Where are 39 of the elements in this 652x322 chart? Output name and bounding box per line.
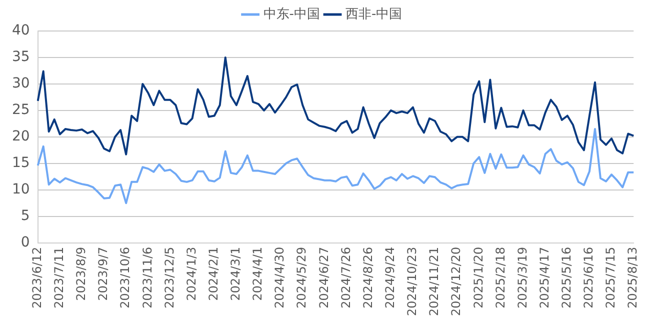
x-tick-label: 2024/8/26 [360, 246, 375, 308]
x-tick-label: 2024/7/26 [338, 246, 353, 308]
x-tick-label: 2024/4/30 [272, 246, 287, 308]
x-tick-label: 2024/10/23 [405, 246, 420, 316]
y-tick-label: 0 [20, 234, 30, 250]
x-tick-label: 2024/12/20 [449, 246, 464, 316]
x-tick-label: 2025/6/16 [582, 246, 596, 308]
legend-label: 西非-中国 [346, 6, 402, 22]
x-tick-label: 2024/2/1 [206, 246, 220, 301]
x-tick-label: 2023/9/7 [96, 246, 110, 301]
x-tick-label: 2023/6/12 [30, 246, 44, 308]
y-tick-label: 15 [12, 155, 30, 172]
x-tick-label: 2025/2/18 [493, 246, 508, 308]
x-tick-label: 2025/8/13 [626, 246, 640, 308]
y-tick-label: 40 [12, 22, 30, 39]
y-tick-label: 25 [12, 102, 30, 118]
y-tick-label: 35 [12, 49, 30, 66]
x-tick-label: 2024/9/24 [383, 246, 397, 308]
x-tick-label: 2023/12/5 [162, 246, 176, 308]
x-tick-label: 2023/8/9 [74, 246, 88, 301]
y-tick-label: 30 [12, 76, 30, 92]
x-tick-label: 2025/1/20 [471, 246, 486, 308]
x-tick-label: 2025/7/15 [604, 246, 618, 308]
x-tick-label: 2023/10/6 [118, 246, 132, 308]
x-tick-label: 2025/4/17 [537, 246, 552, 308]
x-tick-label: 2024/1/3 [184, 246, 198, 301]
legend-label: 中东-中国 [263, 6, 320, 22]
y-tick-label: 10 [12, 182, 30, 198]
x-tick-label: 2024/3/1 [228, 246, 243, 301]
x-tick-label: 2023/11/6 [140, 246, 154, 308]
x-tick-label: 2025/5/16 [560, 246, 574, 308]
x-tick-label: 2024/11/21 [427, 246, 442, 316]
y-tick-label: 5 [20, 208, 30, 224]
x-tick-label: 2023/7/11 [52, 246, 66, 308]
x-tick-label: 2024/6/27 [316, 246, 331, 308]
x-tick-label: 2024/4/1 [250, 246, 265, 301]
x-tick-label: 2025/3/19 [515, 246, 530, 308]
x-tick-label: 2024/5/29 [294, 246, 309, 308]
y-tick-label: 20 [12, 128, 30, 145]
